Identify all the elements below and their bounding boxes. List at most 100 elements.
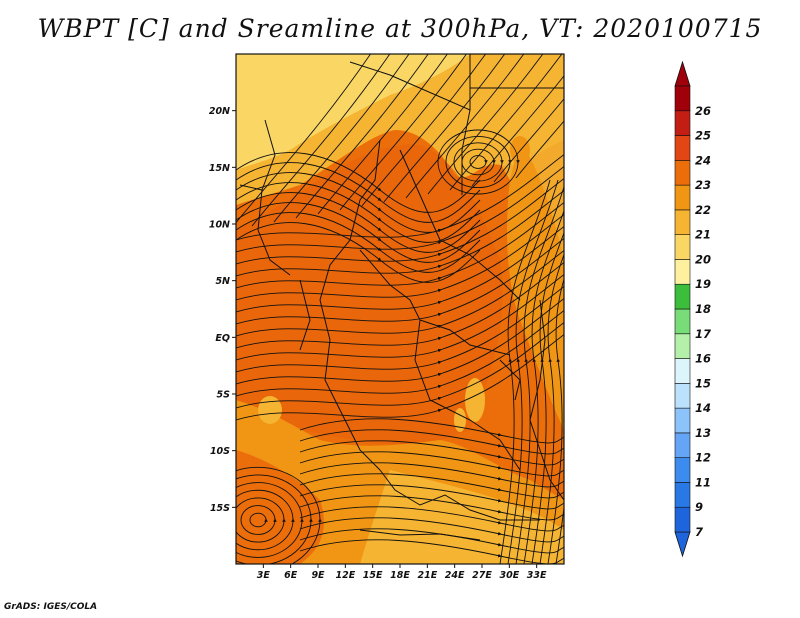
streamline [547, 277, 564, 564]
lon-label: 12E [335, 570, 355, 581]
streamline [299, 539, 564, 564]
streamline [236, 192, 481, 253]
streamline [236, 202, 564, 289]
streamline [471, 75, 564, 187]
streamline [445, 135, 512, 189]
streamline [236, 466, 322, 564]
colorbar-swatch [674, 135, 691, 161]
streamline [236, 154, 564, 241]
colorbar-label: 22 [695, 203, 711, 217]
streamline [361, 54, 487, 207]
streamline [236, 489, 295, 551]
colorbar: 7 9 11 12 13 14 15 16 17 18 19 20 21 22 23 24 25 26 [674, 60, 711, 558]
colorbar-swatch [674, 506, 691, 533]
lon-label: 30E [499, 570, 519, 581]
streamline [249, 512, 268, 528]
field-south-21 [360, 470, 564, 564]
lat-label: 5S [217, 390, 231, 401]
streamline [236, 482, 304, 558]
colorbar-label: 14 [695, 401, 711, 415]
colorbar-label: 23 [695, 178, 711, 192]
field-core [236, 144, 503, 445]
colorbar-swatch [674, 482, 691, 508]
streamline [523, 209, 564, 564]
colorbar-label: 24 [695, 153, 711, 167]
colorbar-swatch [674, 457, 691, 483]
streamline [299, 484, 564, 510]
streamline [515, 120, 564, 179]
streamline [539, 253, 564, 564]
latitude-axis: 20N 15N 10N 5N EQ 5S 10S 15S [209, 106, 236, 514]
streamline [236, 286, 564, 373]
colorbar-swatch [674, 209, 691, 235]
streamline [299, 440, 564, 466]
streamline [299, 418, 564, 444]
streamline [236, 497, 286, 543]
streamlines [236, 54, 564, 564]
lon-label: 18E [390, 570, 410, 581]
lat-label: 10S [210, 446, 230, 457]
streamline [236, 166, 564, 253]
streamline [236, 334, 564, 421]
country-borders [239, 54, 564, 541]
streamline [299, 451, 564, 477]
streamline [236, 182, 481, 243]
colorbar-label: 20 [695, 252, 711, 266]
field-sw-23 [236, 450, 324, 564]
lon-label: 15E [363, 570, 383, 581]
streamline [383, 54, 506, 203]
streamline [461, 148, 496, 176]
streamline [405, 54, 525, 199]
field-patch-1 [258, 396, 282, 424]
lat-label: EQ [215, 333, 230, 344]
streamline [499, 179, 551, 564]
colorbar-swatch [674, 259, 691, 285]
colorbar-swatch [674, 110, 691, 136]
streamline [236, 212, 481, 273]
streamline [469, 155, 488, 169]
colorbar-label: 21 [695, 228, 711, 242]
streamline [236, 214, 564, 301]
longitude-axis: 3E 6E 9E 12E 15E 18E 21E 24E 27E 30E 33E [257, 564, 547, 581]
lon-label: 27E [472, 570, 492, 581]
streamline [339, 54, 468, 211]
colorbar-label: 25 [695, 129, 711, 143]
streamline [251, 54, 391, 227]
streamline [236, 162, 481, 223]
streamline [299, 495, 564, 521]
streamline [236, 298, 564, 385]
colorbar-swatch [674, 333, 691, 359]
streamline [299, 506, 564, 532]
map-title: WBPT [C] and Sreamline at 300hPa, VT: 20… [37, 14, 763, 43]
streamline [273, 54, 410, 223]
streamline [236, 274, 564, 361]
colorbar-swatch [674, 184, 691, 211]
streamline [437, 129, 520, 195]
field-patch-4 [510, 136, 530, 164]
colorbar-label: 26 [695, 104, 711, 118]
lat-label: 10N [209, 220, 230, 231]
streamline [236, 250, 564, 337]
field-nw-20 [236, 54, 470, 170]
lon-label: 9E [311, 570, 325, 581]
streamline [449, 54, 563, 191]
colorbar-label: 19 [695, 277, 711, 291]
streamline [236, 238, 564, 325]
field-patch-3 [454, 408, 466, 432]
colorbar-high-arrow [674, 60, 691, 87]
field-patch-2 [465, 378, 485, 422]
colorbar-swatch [674, 432, 691, 458]
streamline [299, 462, 564, 488]
colorbar-swatch [674, 383, 691, 409]
streamline [236, 54, 372, 224]
streamline [236, 262, 564, 349]
streamline [507, 179, 559, 564]
colorbar-low-arrow [674, 531, 691, 558]
colorbar-label: 13 [695, 426, 711, 440]
lon-label: 33E [527, 570, 547, 581]
lat-label: 20N [209, 106, 230, 117]
colorbar-label: 18 [695, 302, 711, 316]
lat-label: 15S [210, 503, 230, 514]
streamline [236, 474, 313, 564]
